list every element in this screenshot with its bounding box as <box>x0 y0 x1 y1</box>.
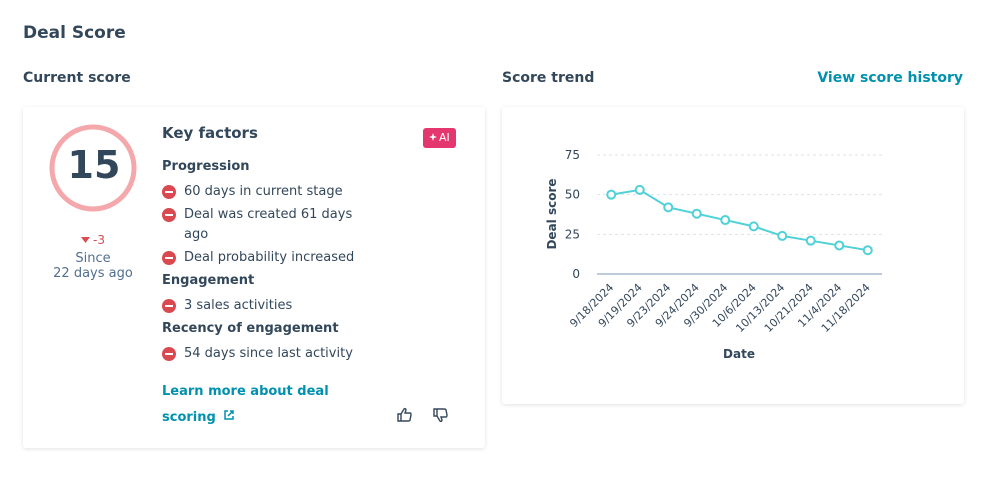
section-heading: Current score <box>23 70 131 86</box>
y-tick-label: 0 <box>572 267 580 281</box>
since: Since 22 days ago <box>33 251 153 281</box>
page-title: Deal Score <box>23 23 126 43</box>
data-point <box>834 240 845 251</box>
factor-group: Progression <box>162 159 250 174</box>
factor-group: Engagement <box>162 273 255 288</box>
score: 15 <box>67 143 121 187</box>
link-text: Learn more about deal scoring <box>162 384 329 425</box>
y-axis-label: Deal score <box>545 178 559 249</box>
data-point <box>805 235 816 246</box>
data-point <box>634 184 645 195</box>
since-period: 22 days ago <box>53 266 133 281</box>
factor-item: 54 days since last activity <box>162 344 362 364</box>
factor-text: 54 days since last activity <box>184 346 353 361</box>
y-tick-label: 50 <box>565 188 580 202</box>
icon-bar <box>165 191 173 193</box>
data-point <box>606 189 617 200</box>
score-ring <box>49 124 137 212</box>
icon-bar <box>165 305 173 307</box>
minus-icon <box>162 208 176 222</box>
y-tick-label: 25 <box>565 227 580 241</box>
section-heading: Score trend <box>502 70 595 86</box>
factor-text: 3 sales activities <box>184 298 293 313</box>
data-point <box>748 221 759 232</box>
data-point <box>691 208 702 219</box>
key-factors-title: Key factors <box>162 124 258 142</box>
factor-item: 60 days in current stage <box>162 182 362 202</box>
badge-text: AI <box>439 131 450 144</box>
learn-more-link[interactable]: Learn more about deal scoring <box>162 379 337 431</box>
data-point <box>720 215 731 226</box>
minus-icon <box>162 185 176 199</box>
data-point <box>663 202 674 213</box>
icon-bar <box>165 353 173 355</box>
x-axis-label: Date <box>723 347 755 361</box>
trend-line <box>611 188 868 252</box>
data-point <box>862 245 873 256</box>
icon-bar <box>165 257 173 259</box>
change-value: -3 <box>93 233 105 247</box>
current-score-card: 15 -3 Since 22 days ago Key factors AI P… <box>23 107 485 448</box>
factor-text: Deal probability increased <box>184 250 355 265</box>
minus-icon <box>162 251 176 265</box>
factor-item: Deal was created 61 days ago <box>162 205 362 245</box>
thumbs-up[interactable] <box>397 407 413 423</box>
minus-icon <box>162 299 176 313</box>
y-tick-label: 75 <box>565 148 580 162</box>
thumbs-down[interactable] <box>433 407 449 423</box>
external-icon <box>224 410 235 420</box>
since-label: Since <box>75 251 111 266</box>
factor-text: 60 days in current stage <box>184 184 343 199</box>
data-point <box>777 230 788 241</box>
score-change: -3 <box>43 233 143 247</box>
icon-bar <box>165 214 173 216</box>
ai-badge: AI <box>423 128 456 148</box>
minus-icon <box>162 347 176 361</box>
score-trend-card <box>502 107 964 404</box>
factor-text: Deal was created 61 days ago <box>184 207 353 242</box>
factor-item: Deal probability increased <box>162 248 362 268</box>
factor-item: 3 sales activities <box>162 296 362 316</box>
view-history-link[interactable]: View score history <box>817 70 963 86</box>
factor-group: Recency of engagement <box>162 321 339 336</box>
factor-list: Progression 60 days in current stage Deal … <box>162 154 362 367</box>
